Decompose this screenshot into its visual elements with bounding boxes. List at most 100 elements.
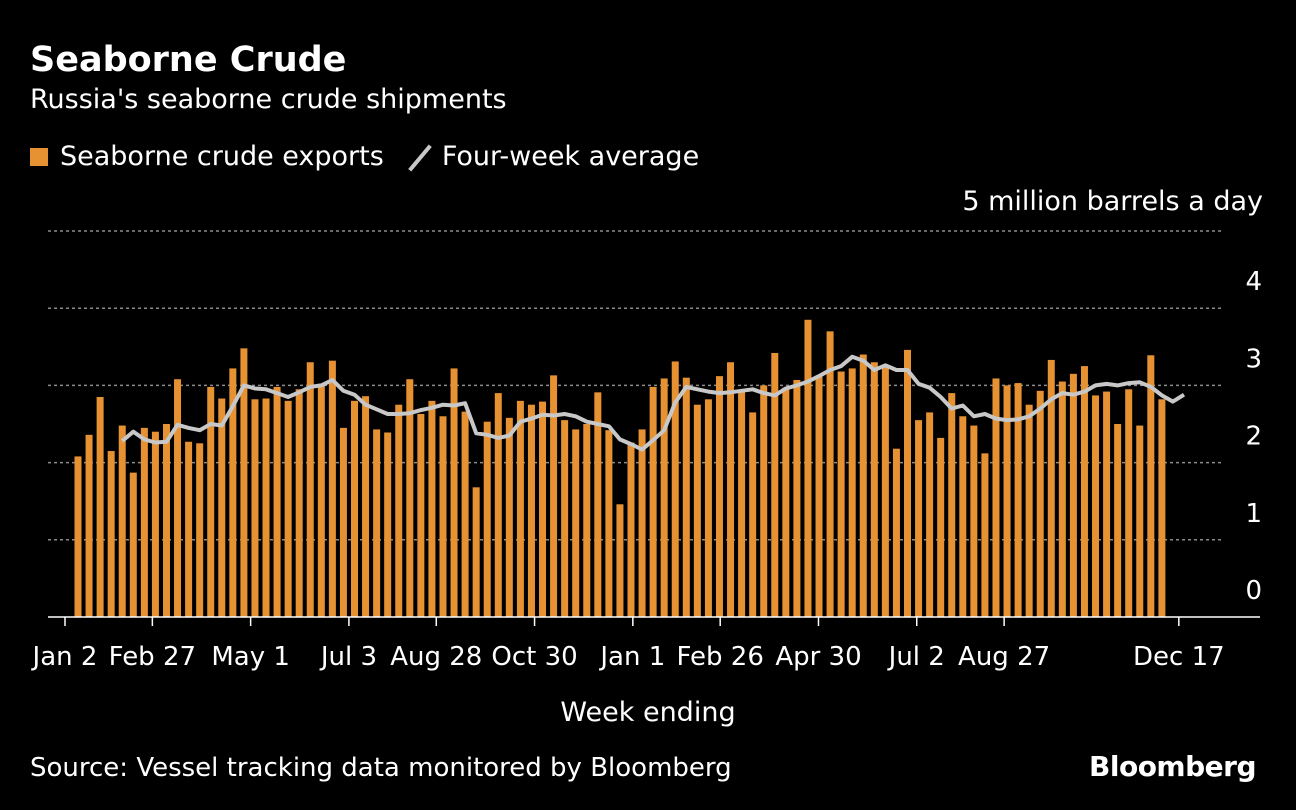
bar (317, 383, 325, 617)
x-tick-label: Jan 2 (31, 642, 98, 672)
legend-line-label: Four-week average (441, 141, 700, 172)
bar (439, 416, 447, 617)
four-week-average-line (120, 354, 1186, 452)
average-line-group (120, 354, 1186, 452)
y-tick-label: 3 (1245, 344, 1262, 374)
x-tick-label: Jul 2 (887, 642, 945, 672)
x-tick-label: Oct 30 (491, 642, 577, 672)
bar (915, 420, 923, 617)
bar (1058, 381, 1066, 617)
bar (1080, 366, 1088, 617)
bar (959, 416, 967, 617)
bar (572, 429, 580, 617)
bar (660, 378, 668, 617)
bar (904, 349, 911, 617)
bar (1147, 355, 1155, 617)
bar (1047, 359, 1055, 617)
bar (284, 400, 292, 617)
bar (273, 386, 281, 617)
bar (1103, 391, 1111, 617)
bar (848, 368, 856, 617)
bar (704, 399, 712, 617)
bar (516, 400, 524, 617)
x-axis (48, 616, 1260, 626)
bar (450, 368, 458, 617)
bar (328, 360, 336, 617)
bar (406, 379, 414, 617)
bar (649, 386, 657, 617)
bar (671, 361, 679, 617)
bar (948, 393, 956, 617)
bar (1014, 383, 1022, 617)
bar (339, 427, 347, 617)
bar (561, 420, 569, 617)
bar (859, 354, 867, 617)
bar (207, 386, 215, 617)
bar (229, 368, 237, 617)
bar (428, 400, 436, 617)
y-axis-labels: 0 1 2 3 4 (1245, 267, 1262, 606)
bar (815, 376, 823, 617)
chart-title: Seaborne Crude (30, 40, 347, 80)
bar (1036, 390, 1044, 617)
bar (605, 430, 613, 617)
bar (417, 413, 425, 617)
y-tick-label: 1 (1245, 499, 1262, 529)
y-tick-label: 0 (1245, 576, 1262, 606)
bar (483, 421, 491, 617)
bar (926, 412, 934, 617)
x-axis-labels: Jan 2 Feb 27 May 1 Jul 3 Aug 28 Oct 30 Jan 1 Fe… (31, 642, 1225, 672)
bar-swatch-icon (30, 147, 48, 166)
bar (627, 442, 635, 617)
bar (881, 364, 889, 617)
bar (804, 319, 812, 617)
bar (1125, 389, 1133, 617)
bar (1025, 404, 1033, 617)
legend-bars-label: Seaborne crude exports (60, 141, 384, 172)
bar (937, 437, 945, 617)
x-tick-label: Feb 27 (109, 642, 196, 672)
y-tick-label: 4 (1245, 267, 1262, 297)
bar (162, 424, 170, 617)
legend: Seaborne crude exports Four-week average (30, 141, 721, 172)
bar (1069, 373, 1077, 617)
bar (550, 375, 558, 617)
x-tick-label: Jan 1 (598, 642, 665, 672)
bar (992, 378, 1000, 617)
bar (970, 425, 978, 617)
bar (505, 417, 513, 617)
bar (118, 425, 126, 617)
bar (837, 371, 845, 617)
bar (140, 427, 148, 617)
bar (395, 404, 403, 617)
bar (384, 432, 392, 617)
bar (196, 443, 204, 617)
x-tick-label: Apr 30 (775, 642, 861, 672)
bar (1158, 399, 1166, 617)
bar (771, 352, 779, 617)
bar (461, 411, 469, 617)
bar (738, 390, 746, 617)
bar (727, 362, 735, 617)
bar (129, 472, 137, 617)
legend-item-line: Four-week average (406, 141, 699, 172)
chart-subtitle: Russia's seaborne crude shipments (30, 84, 507, 115)
bar (362, 396, 370, 617)
bar (107, 451, 115, 617)
bar (262, 398, 270, 617)
bar (472, 487, 480, 617)
bar (1114, 424, 1122, 617)
x-tick-label: Aug 28 (390, 642, 482, 672)
bar (1092, 395, 1100, 617)
bloomberg-logo: Bloomberg (1089, 750, 1256, 783)
bar (1136, 425, 1144, 617)
bar (594, 392, 602, 617)
bar (85, 434, 93, 617)
bar (616, 504, 624, 617)
bar (782, 387, 790, 617)
bar (1003, 385, 1011, 617)
bar (151, 431, 159, 617)
bar (174, 379, 182, 617)
legend-item-bars: Seaborne crude exports (30, 141, 384, 172)
